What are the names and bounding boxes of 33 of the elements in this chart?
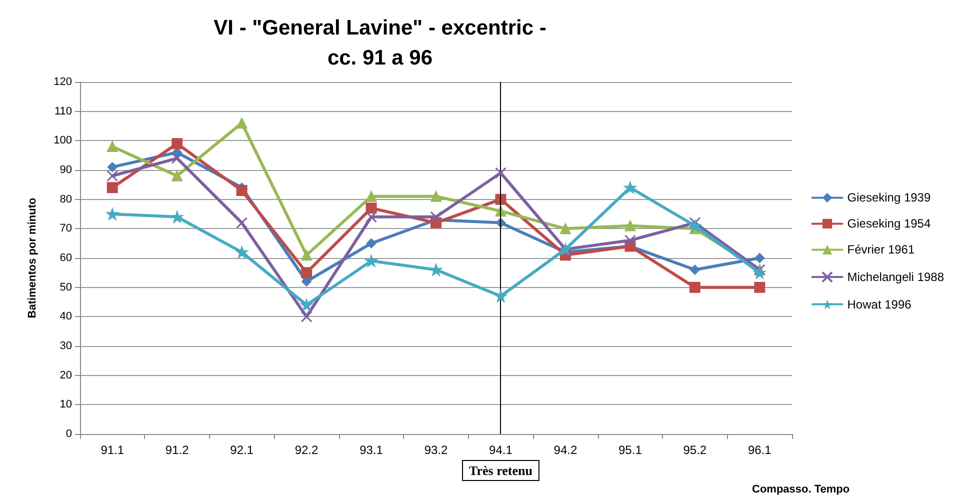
- chart-title: VI - "General Lavine" - excentric - cc. 91 a 96: [214, 16, 546, 70]
- x-tick-label: 95.1: [618, 443, 642, 457]
- x-tick-label: 95.2: [683, 443, 707, 457]
- legend-label: Howat 1996: [847, 297, 912, 312]
- x-tick-label: 94.2: [554, 443, 578, 457]
- x-tick-label: 91.2: [165, 443, 190, 457]
- y-tick-label: 100: [54, 134, 72, 147]
- y-axis-title: Batimentos por minuto: [26, 198, 38, 318]
- x-tick-label: 93.1: [360, 443, 384, 457]
- y-tick-label: 120: [54, 76, 72, 88]
- ref-line-label: Très retenu: [469, 463, 532, 478]
- y-tick-label: 90: [60, 164, 72, 176]
- x-tick-label: 92.1: [230, 443, 254, 457]
- y-tick-label: 50: [60, 281, 72, 294]
- y-tick-label: 60: [60, 252, 72, 264]
- y-tick-label: 80: [60, 193, 72, 206]
- y-tick-label: 20: [60, 369, 72, 382]
- y-tick-label: 70: [60, 222, 72, 235]
- x-tick-label: 94.1: [489, 443, 513, 457]
- x-tick-label: 92.2: [294, 443, 319, 457]
- legend-label: Michelangeli 1988: [847, 270, 944, 284]
- y-tick-label: 30: [60, 340, 72, 352]
- x-tick-label: 93.2: [424, 443, 448, 457]
- x-axis-title: Compasso. Tempo: [752, 484, 850, 496]
- x-tick-label: 96.1: [748, 443, 772, 457]
- y-tick-label: 40: [60, 310, 72, 323]
- y-tick-label: 0: [66, 428, 72, 440]
- legend-label: Février 1961: [847, 242, 915, 257]
- legend-label: Gieseking 1939: [847, 190, 931, 205]
- x-tick-label: 91.1: [100, 443, 124, 457]
- legend-label: Gieseking 1954: [847, 216, 931, 231]
- y-tick-label: 110: [54, 105, 72, 118]
- y-tick-label: 10: [60, 398, 72, 411]
